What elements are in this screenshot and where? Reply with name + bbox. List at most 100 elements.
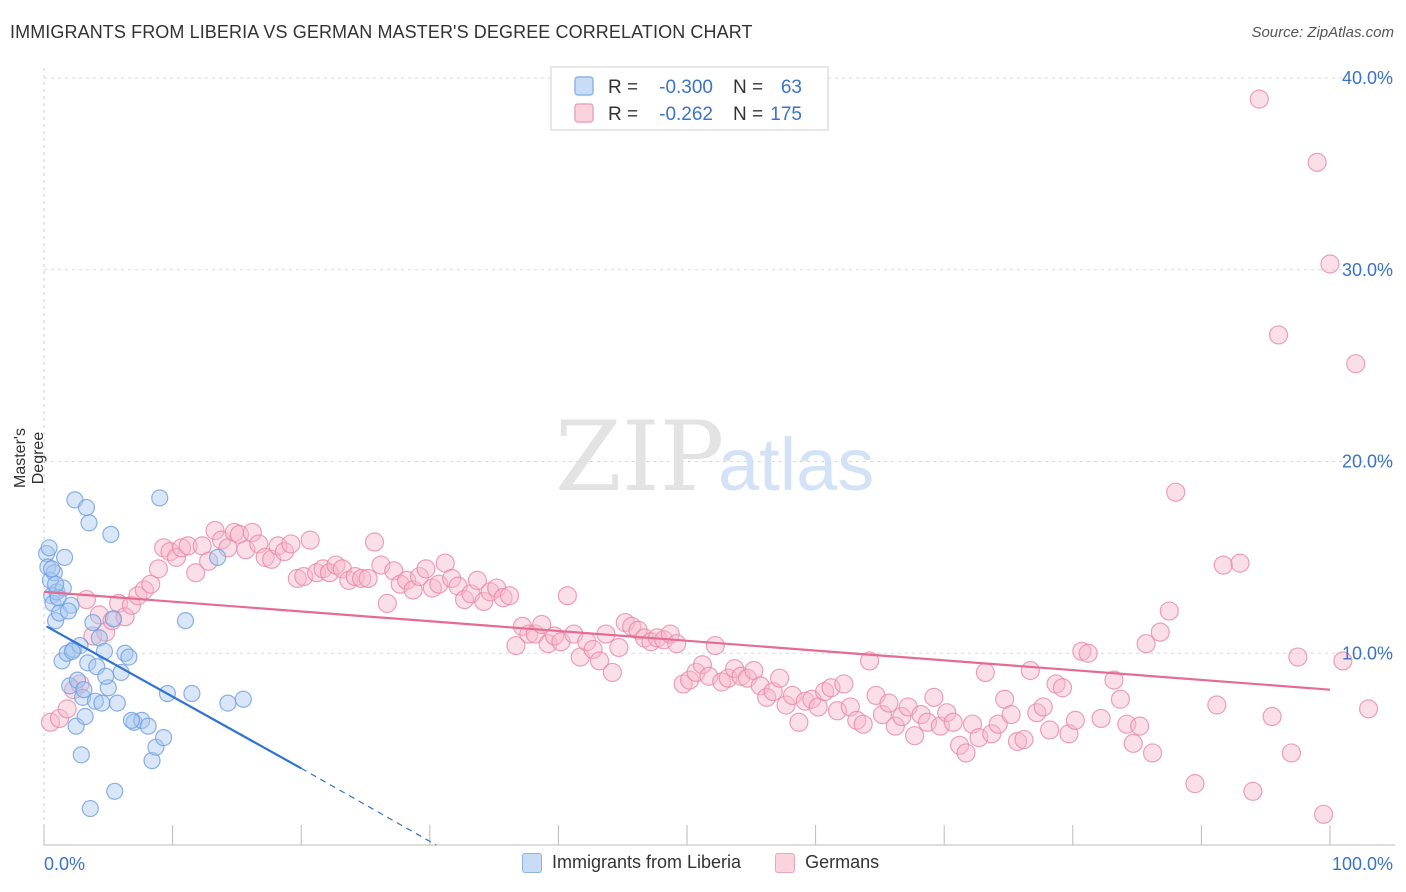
tick-labels: 10.0% 20.0% 30.0% 40.0% 0.0% 100.0% [44, 68, 1393, 874]
y-tick-label: 10.0% [1342, 643, 1393, 663]
data-point [1142, 743, 1163, 763]
data-point [121, 595, 142, 615]
data-point [1130, 716, 1150, 736]
data-point [1268, 325, 1289, 345]
data-point [1358, 699, 1379, 719]
data-point [183, 684, 201, 703]
data-point [1159, 601, 1179, 621]
data-point [1281, 743, 1302, 763]
data-point [294, 566, 314, 587]
data-point [1001, 705, 1021, 725]
data-point [68, 671, 87, 689]
legend-top: R = -0.300 N = 63 R = -0.262 N = 175 [550, 66, 829, 131]
data-point [358, 568, 378, 589]
data-point [57, 699, 77, 719]
data-point [49, 708, 70, 729]
legend-r-label: R = [608, 104, 638, 125]
data-point [141, 574, 161, 594]
data-point [872, 705, 893, 725]
data-point [705, 635, 725, 656]
data-point [988, 714, 1008, 734]
liberia-points [37, 489, 252, 818]
data-point [209, 548, 227, 566]
data-point [352, 568, 372, 589]
data-point [879, 693, 899, 713]
data-point [776, 695, 796, 715]
data-point [834, 674, 854, 694]
data-point [178, 536, 198, 556]
legend-r-label: R = [608, 77, 638, 98]
data-point [76, 589, 97, 610]
axes [43, 68, 1395, 846]
x-tick-label-max: 100.0% [1332, 854, 1393, 874]
data-point [583, 639, 603, 660]
y-tick-label: 30.0% [1342, 260, 1393, 280]
data-point [956, 743, 976, 763]
data-point [86, 692, 105, 710]
legend-r-value: -0.300 [659, 77, 713, 98]
data-point [242, 522, 262, 543]
legend-r-value: -0.262 [659, 104, 713, 125]
data-point [853, 714, 873, 734]
data-point [769, 668, 790, 688]
data-point [1078, 643, 1098, 663]
data-point [1213, 555, 1233, 575]
legend-n-value: 63 [781, 77, 802, 98]
data-point [122, 711, 141, 729]
data-point [84, 613, 102, 632]
data-point [1307, 152, 1327, 172]
data-point [104, 610, 123, 628]
watermark-atlas: atlas [718, 423, 874, 506]
data-point [860, 651, 880, 671]
legend-item-liberia[interactable]: Immigrants from Liberia [522, 852, 741, 873]
data-point [154, 729, 173, 747]
data-point [416, 559, 436, 579]
trend-line-germans [43, 590, 1331, 691]
legend-swatch [574, 103, 594, 123]
data-point [1185, 774, 1205, 794]
data-point [905, 726, 925, 746]
data-point [692, 655, 713, 675]
data-point [281, 534, 301, 554]
legend-swatch-blue [522, 852, 542, 873]
chart-title: IMMIGRANTS FROM LIBERIA VS GERMAN MASTER… [10, 22, 753, 42]
data-point [106, 782, 124, 800]
data-point [120, 648, 138, 666]
data-point [79, 654, 97, 672]
data-point [46, 575, 65, 593]
data-point [1110, 689, 1130, 709]
data-point [885, 716, 905, 736]
data-point [397, 570, 417, 590]
data-point [1065, 710, 1085, 730]
data-point [827, 701, 848, 721]
data-point [77, 498, 96, 517]
data-point [1346, 354, 1366, 374]
data-point [93, 694, 111, 712]
data-point [924, 687, 944, 707]
data-point [937, 703, 957, 723]
data-point [982, 724, 1002, 744]
data-point [589, 651, 610, 671]
data-point [102, 525, 120, 543]
data-point [96, 622, 116, 642]
data-point [234, 690, 252, 708]
legend-item-germans[interactable]: Germans [775, 852, 879, 873]
data-point [151, 489, 169, 507]
data-point [1150, 622, 1170, 642]
trend-line-liberia-extension [300, 767, 437, 846]
germans-points [40, 89, 1379, 824]
data-point [1320, 254, 1340, 274]
data-point [1166, 482, 1186, 502]
data-point [628, 620, 648, 640]
data-point [143, 752, 161, 770]
watermark: ZIP atlas [555, 401, 874, 513]
data-point [1288, 647, 1308, 667]
data-point [789, 712, 809, 732]
data-point [467, 570, 487, 590]
data-point [1091, 708, 1111, 729]
data-point [409, 566, 430, 587]
data-point [83, 626, 103, 646]
data-point [892, 706, 912, 727]
legend-n-label: N = [733, 77, 763, 98]
